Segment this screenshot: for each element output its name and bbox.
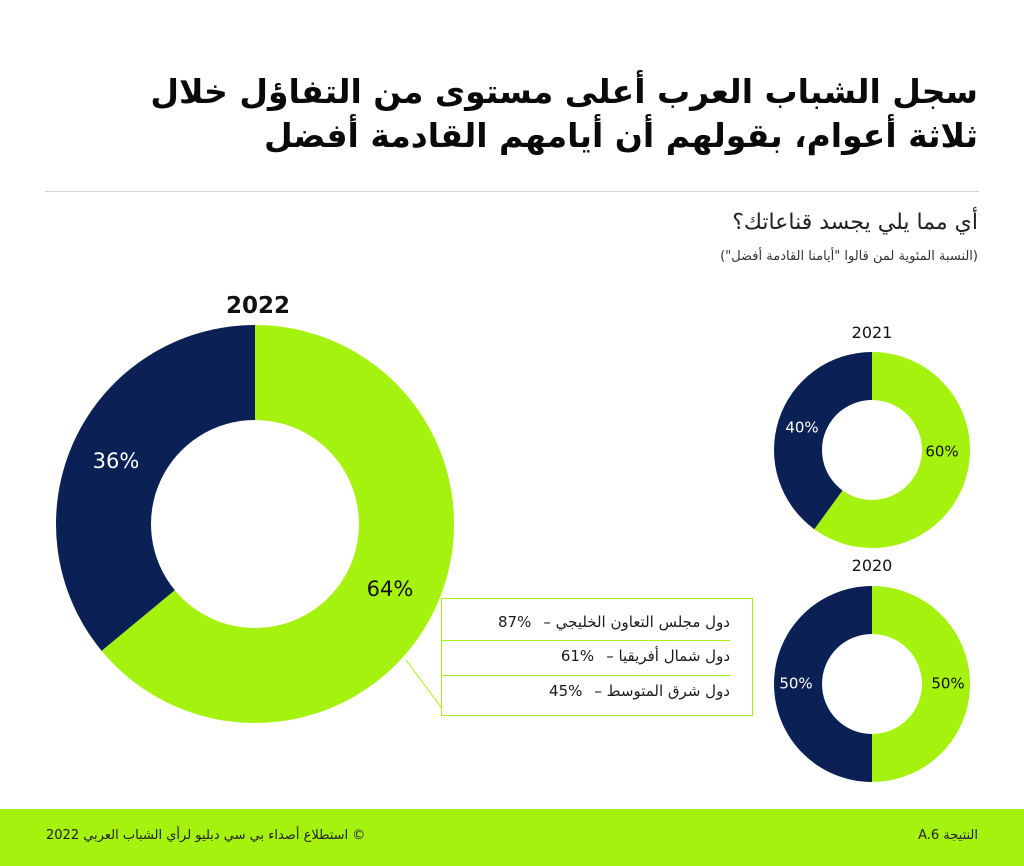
donut-slice-2021-1 xyxy=(774,352,872,530)
breakdown-label-north-africa: دول شمال أفريقيا – xyxy=(606,647,730,665)
donut-slice-2020-0 xyxy=(872,586,970,782)
breakdown-value-gcc: 87% xyxy=(498,613,532,631)
breakdown-row-levant: دول شرق المتوسط – 45% xyxy=(442,674,730,708)
donut-slice-2021-0 xyxy=(814,352,970,549)
slice-label-2020-1: 50% xyxy=(779,675,812,693)
breakdown-label-gcc: دول مجلس التعاون الخليجي – xyxy=(543,613,730,631)
breakdown-value-levant: 45% xyxy=(549,682,583,700)
breakdown-label-levant: دول شرق المتوسط – xyxy=(594,682,730,700)
year-label-2022: 2022 xyxy=(225,293,290,319)
footer-result-id: النتيجة A.6 xyxy=(918,828,978,843)
donut-slice-2022-1 xyxy=(56,325,256,651)
breakdown-value-north-africa: 61% xyxy=(560,647,595,665)
slice-label-2022-0: 64% xyxy=(367,577,414,601)
year-label-2020: 2020 xyxy=(851,556,893,575)
survey-question: أي مما يلي يجسد قناعاتك؟ xyxy=(732,210,978,235)
slice-label-2021-0: 60% xyxy=(925,443,958,461)
slice-label-2020-0: 50% xyxy=(931,675,964,693)
slice-label-2021-1: 40% xyxy=(785,419,818,437)
survey-subquestion: (النسبة المئوية لمن قالوا "أيامنا القادم… xyxy=(720,249,978,264)
regional-breakdown-box: دول مجلس التعاون الخليجي – 87% دول شمال … xyxy=(441,598,753,716)
donut-slice-2020-1 xyxy=(774,586,872,782)
callout-connector xyxy=(405,659,447,715)
breakdown-separator xyxy=(442,640,730,641)
breakdown-row-north-africa: دول شمال أفريقيا – 61% xyxy=(442,639,730,673)
title-divider xyxy=(45,191,979,192)
footer-source: © استطلاع أصداء بي سي دبليو لرأي الشباب … xyxy=(46,828,366,843)
footer-bar: © استطلاع أصداء بي سي دبليو لرأي الشباب … xyxy=(0,809,1024,866)
slice-label-2022-1: 36% xyxy=(93,449,140,473)
title-line-1: سجل الشباب العرب أعلى مستوى من التفاؤل خ… xyxy=(150,72,978,111)
page-title: سجل الشباب العرب أعلى مستوى من التفاؤل خ… xyxy=(78,70,978,158)
breakdown-separator xyxy=(442,675,730,676)
donut-slice-2022-0 xyxy=(101,325,455,723)
year-label-2021: 2021 xyxy=(851,323,893,342)
breakdown-row-gcc: دول مجلس التعاون الخليجي – 87% xyxy=(442,605,730,639)
title-line-2: ثلاثة أعوام، بقولهم أن أيامهم القادمة أف… xyxy=(263,116,978,155)
